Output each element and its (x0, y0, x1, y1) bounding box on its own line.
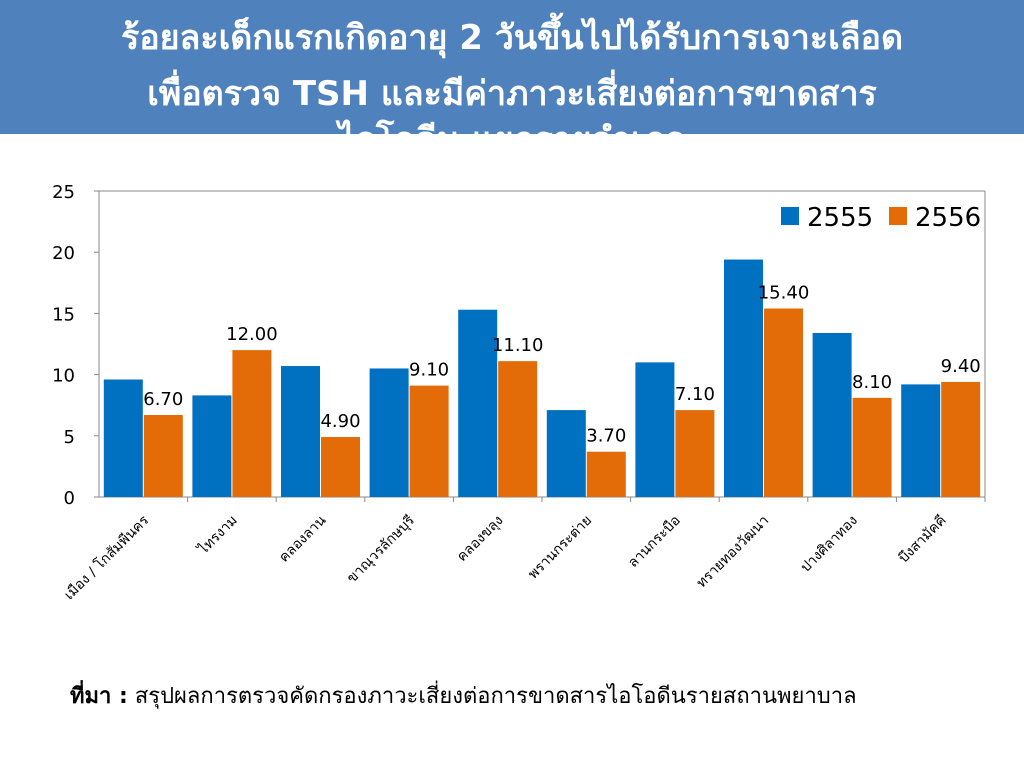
y-tick-label: 10 (52, 366, 75, 387)
title-banner: ร้อยละเด็กแรกเกิดอายุ 2 วันขึ้นไปได้รับก… (0, 0, 1024, 134)
y-tick-label: 25 (52, 182, 75, 203)
bar-2555 (812, 332, 852, 497)
bar-2556 (764, 308, 803, 497)
bar-2555 (546, 410, 586, 497)
data-label: 7.10 (675, 384, 715, 405)
bar-2556 (232, 350, 272, 497)
title-line-2: เพื่อตรวจ TSH และมีค่าภาวะเสี่ยงต่อการขา… (147, 74, 877, 114)
category-label: ขาณุวรลักษบุรี (344, 512, 418, 586)
category-label: ทรายทองวัฒนา (694, 513, 773, 592)
bar-2555 (901, 384, 941, 497)
bar-2555 (103, 379, 143, 497)
bar-2556 (143, 414, 183, 497)
y-tick-label: 0 (64, 488, 75, 509)
category-label: พรานกระต่าย (525, 513, 595, 583)
category-label: ปางศิลาทอง (798, 513, 861, 576)
bar-2556 (321, 437, 360, 497)
bar-2556 (675, 410, 715, 497)
bar-2555 (369, 368, 409, 497)
bar-2556 (498, 361, 538, 497)
data-label: 9.40 (941, 356, 981, 377)
bar-2556 (852, 397, 892, 497)
data-label: 6.70 (143, 389, 183, 410)
y-tick-label: 5 (64, 427, 75, 448)
bar-2555 (635, 362, 675, 497)
legend-label-2555: 2555 (807, 203, 873, 233)
data-label: 9.10 (409, 360, 449, 381)
source-label: ที่มา : (70, 684, 128, 709)
data-label: 15.40 (758, 283, 810, 304)
category-label: คลองขลุง (454, 513, 506, 565)
data-label: 12.00 (226, 324, 278, 345)
category-label: ไทรงาม (194, 512, 240, 558)
category-label: บึงสามัคคี (896, 513, 950, 567)
data-label: 4.90 (320, 411, 360, 432)
bar-2555 (281, 366, 320, 497)
bar-2555 (724, 259, 763, 497)
category-label: เมือง / โกสัมพีนคร (61, 511, 153, 603)
legend-swatch-2556 (889, 207, 907, 225)
category-label: คลองลาน (276, 512, 329, 565)
data-label: 3.70 (586, 426, 626, 447)
data-label: 8.10 (852, 372, 892, 393)
data-label: 11.10 (492, 335, 544, 356)
source-note: ที่มา : สรุปผลการตรวจคัดกรองภาวะเสี่ยงต่… (70, 678, 1024, 713)
title-line-3: ไอโอดีน แยกรายอำเภอ (0, 112, 1024, 134)
bar-2555 (192, 395, 232, 497)
legend-label-2556: 2556 (915, 203, 981, 233)
bar-chart: 0 5 10 15 20 25 6.70 เมือง / โกสัมพีนคร 12.00 ไทร… (52, 182, 986, 603)
title-line-1: ร้อยละเด็กแรกเกิดอายุ 2 วันขึ้นไปได้รับก… (120, 18, 904, 58)
bar-2556 (941, 381, 981, 497)
bar-2556 (409, 385, 449, 497)
y-tick-label: 20 (52, 243, 75, 264)
legend-swatch-2555 (781, 207, 799, 225)
source-text: สรุปผลการตรวจคัดกรองภาวะเสี่ยงต่อการขาดส… (134, 684, 857, 709)
bar-2555 (458, 309, 498, 497)
bar-2556 (586, 451, 626, 497)
y-tick-label: 15 (52, 304, 75, 325)
category-label: ลานกระบือ (625, 513, 684, 572)
